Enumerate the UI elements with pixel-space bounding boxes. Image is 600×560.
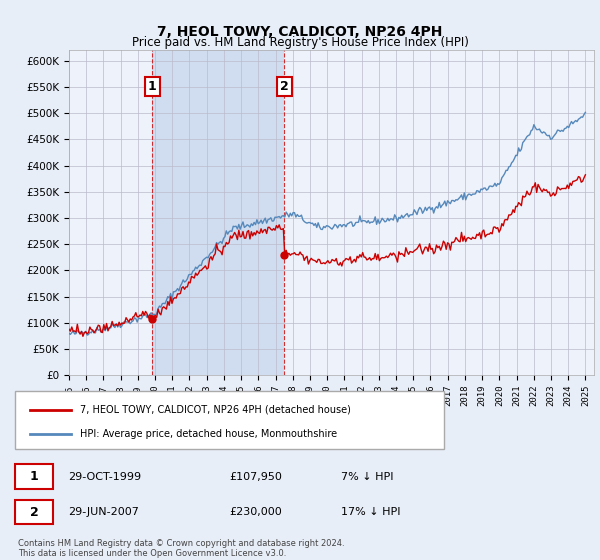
Text: £230,000: £230,000 xyxy=(229,507,282,517)
Bar xyxy=(152,50,284,375)
Text: Price paid vs. HM Land Registry's House Price Index (HPI): Price paid vs. HM Land Registry's House … xyxy=(131,36,469,49)
Text: 29-OCT-1999: 29-OCT-1999 xyxy=(68,472,141,482)
Text: 2: 2 xyxy=(280,80,289,92)
Text: HPI: Average price, detached house, Monmouthshire: HPI: Average price, detached house, Monm… xyxy=(79,430,337,440)
Text: £107,950: £107,950 xyxy=(229,472,283,482)
Text: 1: 1 xyxy=(148,80,157,92)
Text: 7, HEOL TOWY, CALDICOT, NP26 4PH (detached house): 7, HEOL TOWY, CALDICOT, NP26 4PH (detach… xyxy=(79,405,350,415)
Text: 29-JUN-2007: 29-JUN-2007 xyxy=(68,507,139,517)
FancyBboxPatch shape xyxy=(15,391,444,450)
Text: 1: 1 xyxy=(29,470,38,483)
Text: 7% ↓ HPI: 7% ↓ HPI xyxy=(341,472,394,482)
Text: Contains HM Land Registry data © Crown copyright and database right 2024.
This d: Contains HM Land Registry data © Crown c… xyxy=(18,539,344,558)
Text: 7, HEOL TOWY, CALDICOT, NP26 4PH: 7, HEOL TOWY, CALDICOT, NP26 4PH xyxy=(157,25,443,39)
FancyBboxPatch shape xyxy=(15,464,53,489)
Text: 17% ↓ HPI: 17% ↓ HPI xyxy=(341,507,401,517)
Text: 2: 2 xyxy=(29,506,38,519)
FancyBboxPatch shape xyxy=(15,500,53,524)
